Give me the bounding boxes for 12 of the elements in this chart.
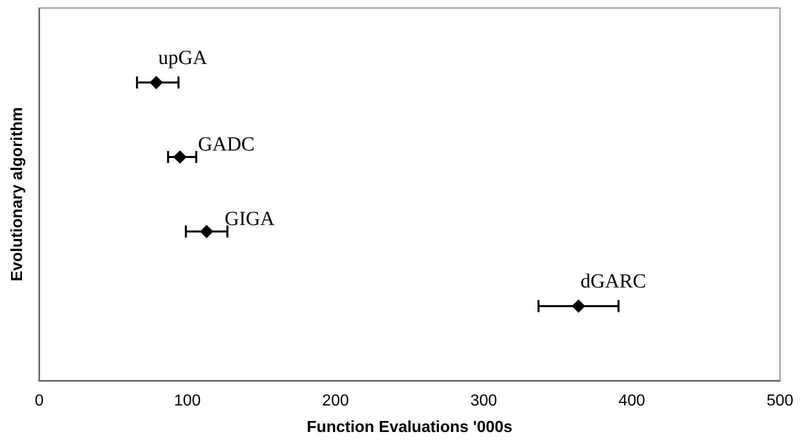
x-tick-label: 400 [618,392,646,410]
series-label: GADC [198,133,255,156]
x-tick-label: 500 [766,392,794,410]
x-axis-title: Function Evaluations '000s [306,418,513,436]
x-tick-label: 100 [174,392,201,410]
series-label: GIGA [224,208,276,230]
series-label: dGARC [580,270,646,292]
x-tick-label: 0 [34,392,44,410]
series-label: upGA [158,46,208,69]
y-axis-title: Evolutionary algorithm [9,107,26,282]
x-tick-label: 200 [322,392,349,410]
x-tick-label: 300 [470,392,498,410]
